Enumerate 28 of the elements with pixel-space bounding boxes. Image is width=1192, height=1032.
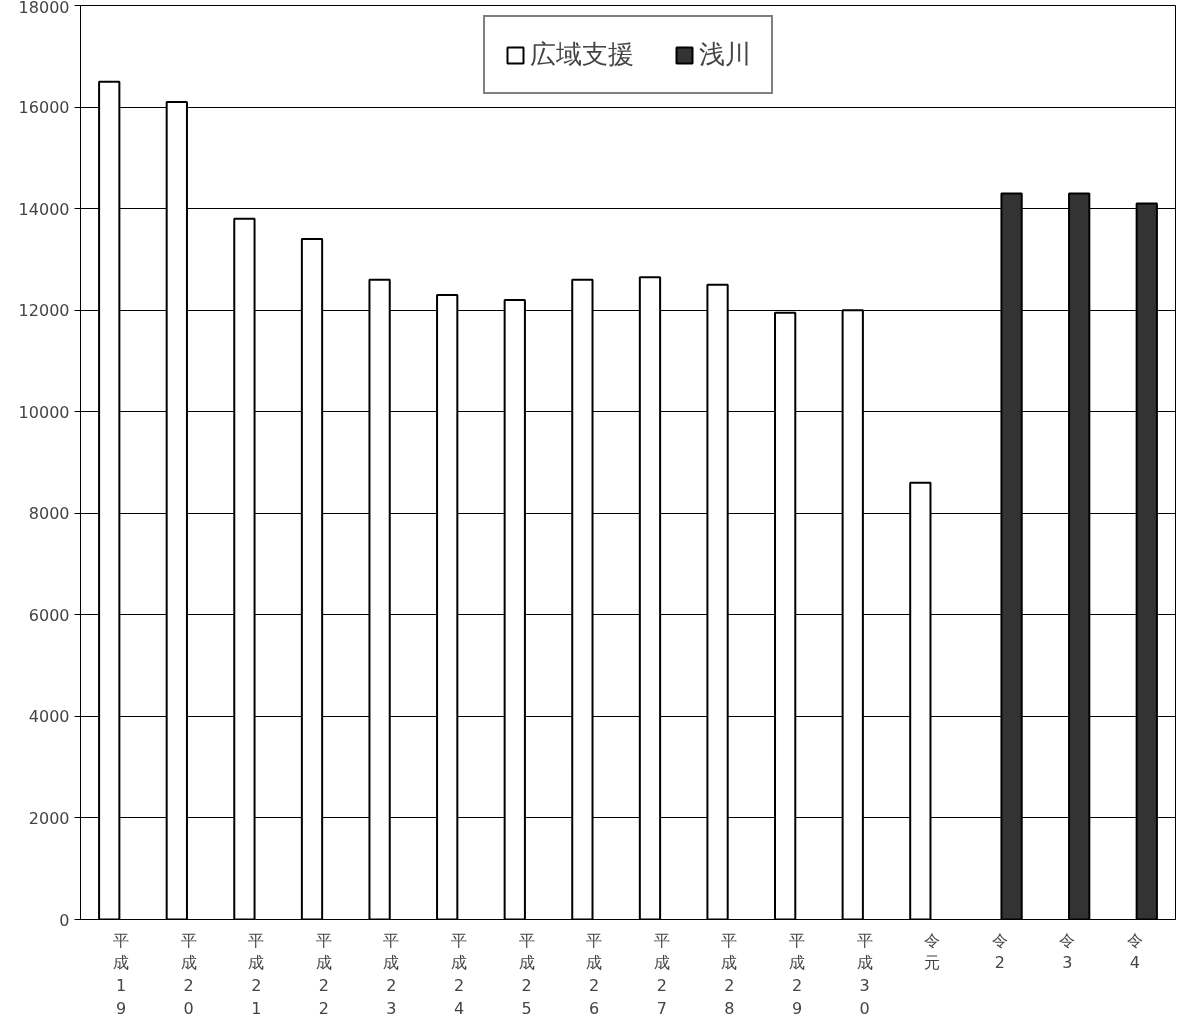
x-tick-label: 平成19	[113, 930, 130, 1018]
x-tick-label: 平成27	[653, 930, 670, 1018]
x-tick-label: 平成22	[315, 930, 332, 1018]
y-tick-label: 14000	[18, 199, 70, 219]
y-tick-label: 10000	[18, 402, 70, 422]
x-tick-label: 令元	[924, 930, 941, 973]
y-tick-label: 4000	[28, 707, 70, 727]
y-tick-label: 2000	[28, 808, 70, 828]
x-tick-label: 平成25	[518, 930, 535, 1018]
x-tick-label: 令4	[1126, 930, 1143, 973]
x-tick-label: 平成21	[248, 930, 265, 1018]
y-tick-label: 18000	[18, 0, 70, 17]
x-tick-label: 平成28	[721, 930, 738, 1018]
x-tick-label: 平成26	[586, 930, 603, 1018]
y-tick-label: 12000	[18, 301, 70, 321]
legend-label: 浅川	[698, 38, 751, 71]
y-tick-label: 16000	[18, 98, 70, 118]
x-tick-label: 令3	[1059, 930, 1076, 973]
y-tick-label: 6000	[28, 605, 70, 625]
x-tick-label: 平成20	[180, 930, 197, 1018]
legend-label: 広域支援	[529, 38, 634, 71]
x-tick-label: 平成24	[451, 930, 468, 1018]
y-tick-label: 0	[59, 910, 70, 930]
x-tick-label: 平成29	[788, 930, 805, 1018]
x-tick-label: 令2	[991, 930, 1008, 973]
x-tick-label: 平成30	[856, 930, 873, 1018]
x-tick-label: 平成23	[383, 930, 400, 1018]
y-tick-label: 8000	[28, 504, 70, 524]
